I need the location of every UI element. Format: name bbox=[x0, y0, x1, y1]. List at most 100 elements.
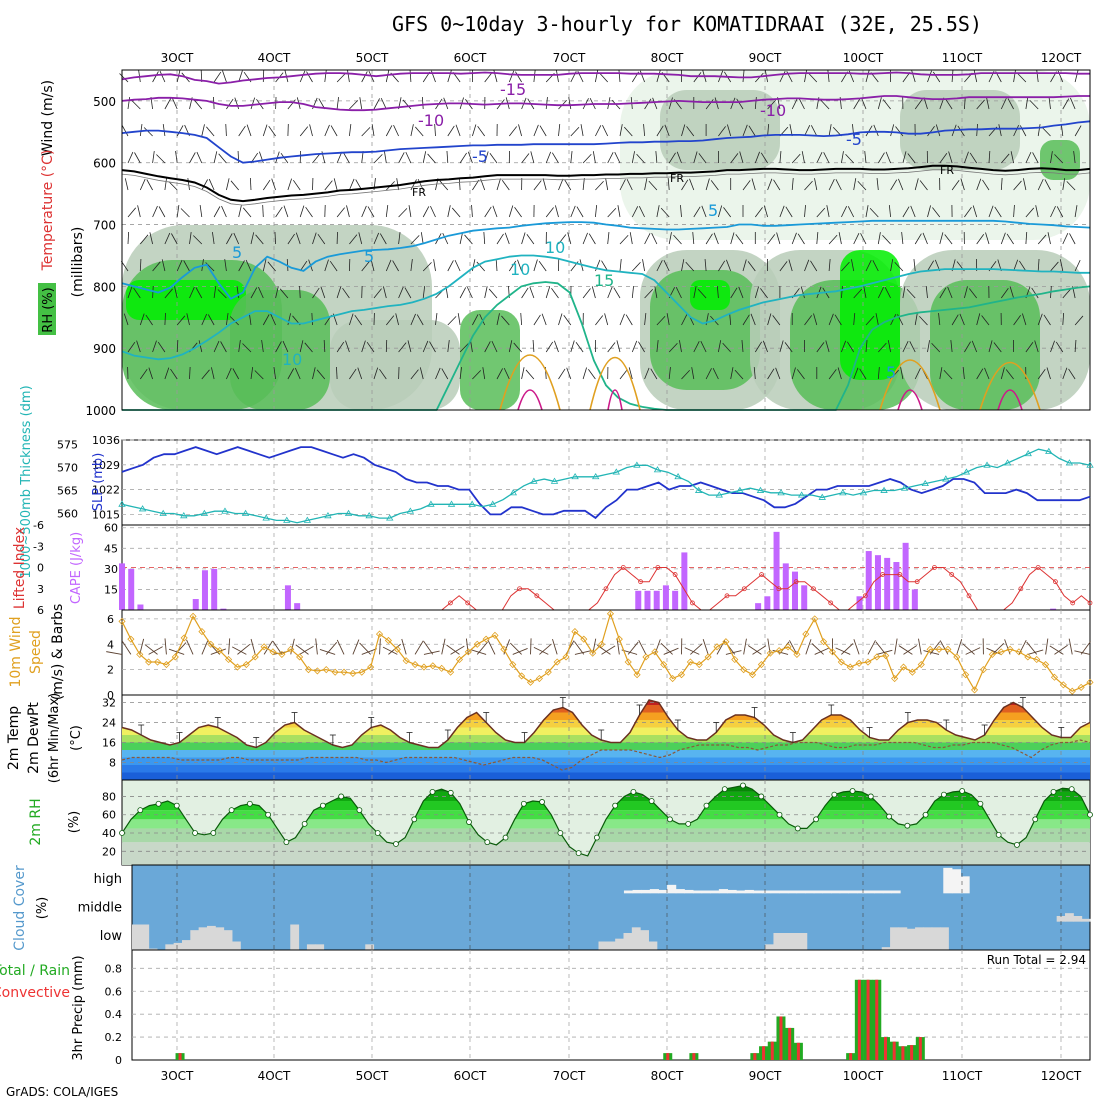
rh-marker bbox=[795, 826, 800, 831]
lifted-axis-label: Lifted Index bbox=[12, 527, 28, 609]
precip-convective-bar bbox=[849, 1053, 852, 1060]
rh-marker bbox=[832, 792, 837, 797]
rh-marker bbox=[266, 812, 271, 817]
cloud-high-cell bbox=[641, 890, 650, 893]
top-date-label: 6OCT bbox=[454, 51, 487, 65]
rh-blob bbox=[230, 290, 330, 410]
rh-marker bbox=[704, 803, 709, 808]
cloud-high-cell bbox=[676, 889, 685, 893]
rh-marker bbox=[193, 831, 198, 836]
cloud-high-cell bbox=[633, 890, 642, 893]
rh-marker bbox=[759, 794, 764, 799]
top-date-label: 10OCT bbox=[843, 51, 884, 65]
cloud-low-cell bbox=[199, 927, 208, 950]
cloud-level-label: middle bbox=[78, 901, 122, 916]
precip-convective-bar bbox=[788, 1028, 791, 1060]
cloud-high-cell bbox=[874, 891, 883, 894]
cloud-high-cell bbox=[753, 891, 762, 894]
cloud-high-cell bbox=[650, 889, 659, 893]
precip-convective-bar bbox=[867, 980, 870, 1060]
rh-marker bbox=[777, 812, 782, 817]
precip-convective-bar bbox=[893, 1042, 896, 1060]
precip-convective-bar bbox=[753, 1053, 756, 1060]
cloud-low-cell bbox=[140, 925, 149, 951]
rh-marker bbox=[868, 794, 873, 799]
cloud-high-cell bbox=[658, 890, 667, 893]
rh-marker bbox=[814, 817, 819, 822]
contour-label: FR bbox=[412, 186, 426, 199]
contour-label: -15 bbox=[500, 80, 526, 99]
cloud-high-cell bbox=[771, 891, 780, 894]
thickness-tick-label: 570 bbox=[57, 462, 78, 475]
rh-marker bbox=[284, 840, 289, 845]
top-date-label: 8OCT bbox=[651, 51, 684, 65]
bottom-date-label: 8OCT bbox=[651, 1069, 684, 1083]
cloud-low-cell bbox=[782, 933, 791, 950]
rh-marker bbox=[1069, 787, 1074, 792]
cape-bar bbox=[884, 558, 890, 610]
slp-tick-label: 1036 bbox=[92, 434, 120, 447]
cape-bar bbox=[783, 563, 789, 610]
top-date-label: 5OCT bbox=[356, 51, 389, 65]
cape-bar bbox=[644, 591, 650, 610]
cloud-low-cell bbox=[648, 942, 657, 951]
rh-marker bbox=[722, 787, 727, 792]
temp-band bbox=[122, 750, 1090, 758]
cape-bar bbox=[792, 572, 798, 610]
bottom-date-label: 5OCT bbox=[356, 1069, 389, 1083]
rh-marker bbox=[1033, 817, 1038, 822]
rh-marker bbox=[120, 831, 125, 836]
cloud-low-cell bbox=[607, 942, 616, 951]
temp-band bbox=[122, 773, 1090, 781]
rh-marker bbox=[740, 783, 745, 788]
precip-tick-label: 0.2 bbox=[105, 1031, 123, 1044]
precip-tick-label: 0.8 bbox=[105, 962, 123, 975]
convective-label: Convective bbox=[0, 985, 70, 1001]
rh-marker bbox=[302, 821, 307, 826]
cloud-low-cell bbox=[907, 929, 916, 950]
temp-tick-label: 32 bbox=[102, 697, 116, 710]
surface-wind-barb bbox=[531, 638, 532, 654]
rh-marker bbox=[558, 831, 563, 836]
cloud-low-cell bbox=[923, 927, 932, 950]
temp-label-unit: (°C) bbox=[69, 725, 84, 751]
cape-bar bbox=[866, 551, 872, 610]
cloud-low-cell bbox=[773, 933, 782, 950]
lifted-tick-label: -3 bbox=[33, 540, 44, 553]
wind-tick-label: 4 bbox=[107, 638, 114, 651]
contour-label: -5 bbox=[472, 147, 488, 166]
rh-marker bbox=[996, 832, 1001, 837]
rh-tick-label: 20 bbox=[102, 845, 116, 858]
rh-marker bbox=[320, 803, 325, 808]
cloud-level-label: high bbox=[94, 872, 122, 887]
contour-label: 10 bbox=[282, 350, 302, 369]
bottom-date-label: 7OCT bbox=[553, 1069, 586, 1083]
cloud-high-cell bbox=[762, 891, 771, 894]
rh-marker bbox=[430, 789, 435, 794]
pressure-tick-label: 900 bbox=[93, 342, 116, 356]
cloud-low-cell bbox=[174, 943, 183, 950]
temp-tick-label: 24 bbox=[102, 717, 116, 730]
cloud-high-cell bbox=[814, 891, 823, 894]
cloud-low-cell bbox=[599, 942, 608, 951]
bottom-date-label: 11OCT bbox=[942, 1069, 983, 1083]
cloud-low-cell bbox=[765, 944, 774, 950]
rh-band bbox=[122, 828, 1090, 842]
rh-marker bbox=[923, 812, 928, 817]
precip-convective-bar bbox=[910, 1045, 913, 1060]
cloud-low-cell bbox=[215, 927, 224, 950]
rh-marker bbox=[649, 799, 654, 804]
contour-label: 5 bbox=[708, 201, 718, 220]
contour-label: FR bbox=[670, 172, 684, 185]
cloud-high-cell bbox=[840, 891, 849, 894]
wind10m-label-1: 10m Wind bbox=[8, 616, 24, 687]
cape-tick-label: 30 bbox=[104, 563, 118, 576]
pressure-tick-label: 800 bbox=[93, 280, 116, 294]
precip-convective-bar bbox=[875, 980, 878, 1060]
top-date-label: 7OCT bbox=[553, 51, 586, 65]
precip-tick-label: 0 bbox=[115, 1054, 122, 1067]
cloud-low-cell bbox=[615, 939, 624, 950]
cloud-high-cell bbox=[728, 890, 737, 893]
cloud-high-cell bbox=[702, 891, 711, 894]
precip-panel-frame bbox=[132, 950, 1090, 1060]
